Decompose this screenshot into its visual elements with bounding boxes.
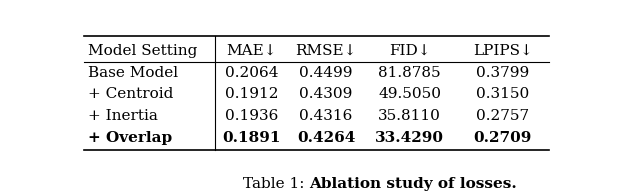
Text: 0.4316: 0.4316	[299, 109, 353, 123]
Text: + Inertia: + Inertia	[88, 109, 158, 123]
Text: + Overlap: + Overlap	[88, 131, 172, 145]
Text: 0.3799: 0.3799	[476, 66, 529, 80]
Text: 33.4290: 33.4290	[375, 131, 444, 145]
Text: Model Setting: Model Setting	[88, 44, 198, 58]
Text: 0.4264: 0.4264	[297, 131, 355, 145]
Text: 0.2757: 0.2757	[476, 109, 529, 123]
Text: Ablation study of losses.: Ablation study of losses.	[309, 177, 517, 191]
Text: 0.1891: 0.1891	[222, 131, 281, 145]
Text: 0.1912: 0.1912	[225, 87, 279, 102]
Text: 49.5050: 49.5050	[378, 87, 441, 102]
Text: 0.3150: 0.3150	[476, 87, 529, 102]
Text: 0.2064: 0.2064	[225, 66, 279, 80]
Text: + Centroid: + Centroid	[88, 87, 174, 102]
Text: Base Model: Base Model	[88, 66, 179, 80]
Text: LPIPS↓: LPIPS↓	[473, 44, 533, 58]
Text: MAE↓: MAE↓	[226, 44, 277, 58]
Text: 35.8110: 35.8110	[378, 109, 441, 123]
Text: Table 1:: Table 1:	[243, 177, 309, 191]
Text: 0.2709: 0.2709	[473, 131, 531, 145]
Text: 81.8785: 81.8785	[378, 66, 441, 80]
Text: 0.1936: 0.1936	[225, 109, 278, 123]
Text: RMSE↓: RMSE↓	[295, 44, 357, 58]
Text: 0.4499: 0.4499	[299, 66, 353, 80]
Text: FID↓: FID↓	[389, 44, 430, 58]
Text: 0.4309: 0.4309	[299, 87, 353, 102]
